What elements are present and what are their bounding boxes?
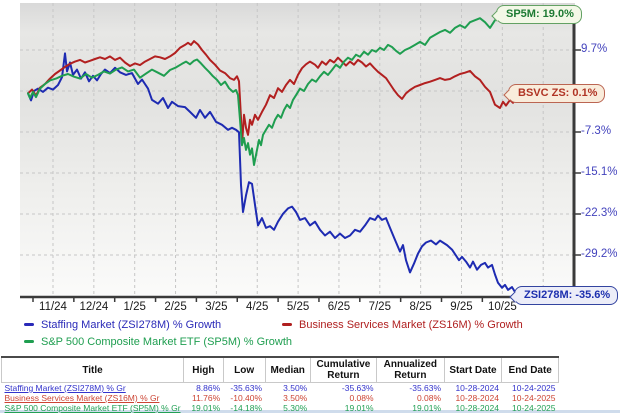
plot-area: [20, 3, 575, 298]
legend-item-1: Business Services Market (ZS16M) % Growt…: [282, 319, 523, 331]
x-axis-label: 6/25: [327, 301, 351, 313]
legend-item-0: Staffing Market (ZSI278M) % Growth: [24, 319, 221, 331]
table-header-row: Title High Low Median Cumulative Return Annua…: [0, 356, 559, 383]
x-axis-label: 10/25: [487, 301, 517, 313]
x-axis-label: 11/24: [39, 301, 67, 313]
value-cell: -35.63%: [230, 383, 263, 393]
legend-dash-icon: [282, 323, 292, 326]
x-axis-label: 2/25: [164, 301, 187, 313]
table-header-cell: Cumulative Return: [309, 356, 378, 383]
legend-label: Business Services Market (ZS16M) % Growt…: [299, 319, 523, 331]
value-cell: 10-28-2024: [455, 383, 499, 393]
legend-dash-icon: [24, 323, 34, 326]
sp5m-value-callout: SP5M: 19.0%: [496, 5, 582, 24]
x-axis-label: 3/25: [205, 301, 228, 313]
y-axis-label: -7.3%: [581, 125, 612, 137]
x-axis-label: 8/25: [409, 301, 432, 313]
legend-dash-icon: [24, 340, 34, 343]
performance-table: Title High Low Median Cumulative Return Annua…: [0, 356, 559, 413]
table-header-cell: Median: [264, 356, 311, 383]
table-header-cell: Start Date: [443, 356, 503, 383]
title-cell: Business Services Market (ZS16M) % Gr: [2, 393, 184, 403]
value-cell: 10-28-2024: [455, 403, 499, 413]
y-axis-label: -22.3%: [581, 207, 618, 219]
x-axis-label: 12/24: [79, 301, 109, 313]
gridlines: [20, 3, 574, 297]
table-header-cell: Annualized Return: [376, 356, 445, 383]
value-cell: -35.63%: [341, 383, 374, 393]
value-cell: -14.18%: [230, 403, 263, 413]
value-cell: 3.50%: [283, 393, 308, 403]
value-cell: 0.08%: [349, 393, 374, 403]
value-cell: 10-24-2025: [512, 403, 556, 413]
value-cell: 19.01%: [191, 403, 221, 413]
title-cell: Staffing Market (ZSI278M) % Gr: [2, 383, 184, 393]
value-cell: 10-24-2025: [512, 393, 556, 403]
axes: [20, 8, 581, 302]
value-cell: 11.76%: [191, 393, 221, 403]
series-title-link[interactable]: S&P 500 Composite Market ETF (SP5M) % Gr: [4, 403, 181, 413]
x-axis-label: 9/25: [450, 301, 473, 313]
x-axis-label: 7/25: [368, 301, 391, 313]
table-header-cell: High: [183, 356, 224, 383]
table-row: S&P 500 Composite Market ETF (SP5M) % Gr…: [2, 403, 559, 413]
value-cell: -10.40%: [230, 393, 263, 403]
zsi278m-value-callout: ZSI278M: -35.6%: [514, 286, 619, 305]
value-cell: 0.08%: [416, 393, 442, 403]
y-axis-label: -15.1%: [581, 166, 618, 178]
series-line-1: [27, 40, 519, 146]
value-cell: 19.01%: [344, 403, 374, 413]
value-cell: -35.63%: [409, 383, 442, 393]
table-header-cell: Low: [222, 356, 266, 383]
title-cell: S&P 500 Composite Market ETF (SP5M) % Gr: [2, 403, 184, 413]
table-header-cell: Title: [0, 356, 185, 383]
table-row: Staffing Market (ZSI278M) % Gr 8.86% -35.6…: [2, 383, 559, 393]
x-axis-label: 4/25: [246, 301, 269, 313]
value-cell: 10-28-2024: [455, 393, 499, 403]
series-title-link[interactable]: Business Services Market (ZS16M) % Gr: [4, 393, 160, 403]
table-bottom-border: [0, 410, 620, 413]
value-cell: 8.86%: [196, 383, 221, 393]
value-cell: 5.30%: [283, 403, 308, 413]
table-row: Business Services Market (ZS16M) % Gr 11.…: [2, 393, 559, 403]
y-axis-label: -29.2%: [581, 248, 618, 260]
value-cell: 10-24-2025: [512, 383, 556, 393]
legend-label: Staffing Market (ZSI278M) % Growth: [41, 319, 222, 331]
table-header-cell: End Date: [501, 356, 559, 383]
y-axis-label: 9.7%: [581, 43, 608, 55]
legend-label: S&P 500 Composite Market ETF (SP5M) % Gr…: [41, 336, 293, 348]
x-axis-label: 1/25: [123, 301, 146, 313]
legend-item-2: S&P 500 Composite Market ETF (SP5M) % Gr…: [24, 336, 292, 348]
series-line-2: [27, 10, 529, 166]
x-axis-label: 5/25: [286, 301, 310, 313]
bsvc-value-callout: BSVC ZS: 0.1%: [508, 84, 606, 103]
value-cell: 19.01%: [412, 403, 442, 413]
value-cell: 3.50%: [283, 383, 308, 393]
series-title-link[interactable]: Staffing Market (ZSI278M) % Gr: [4, 383, 126, 393]
